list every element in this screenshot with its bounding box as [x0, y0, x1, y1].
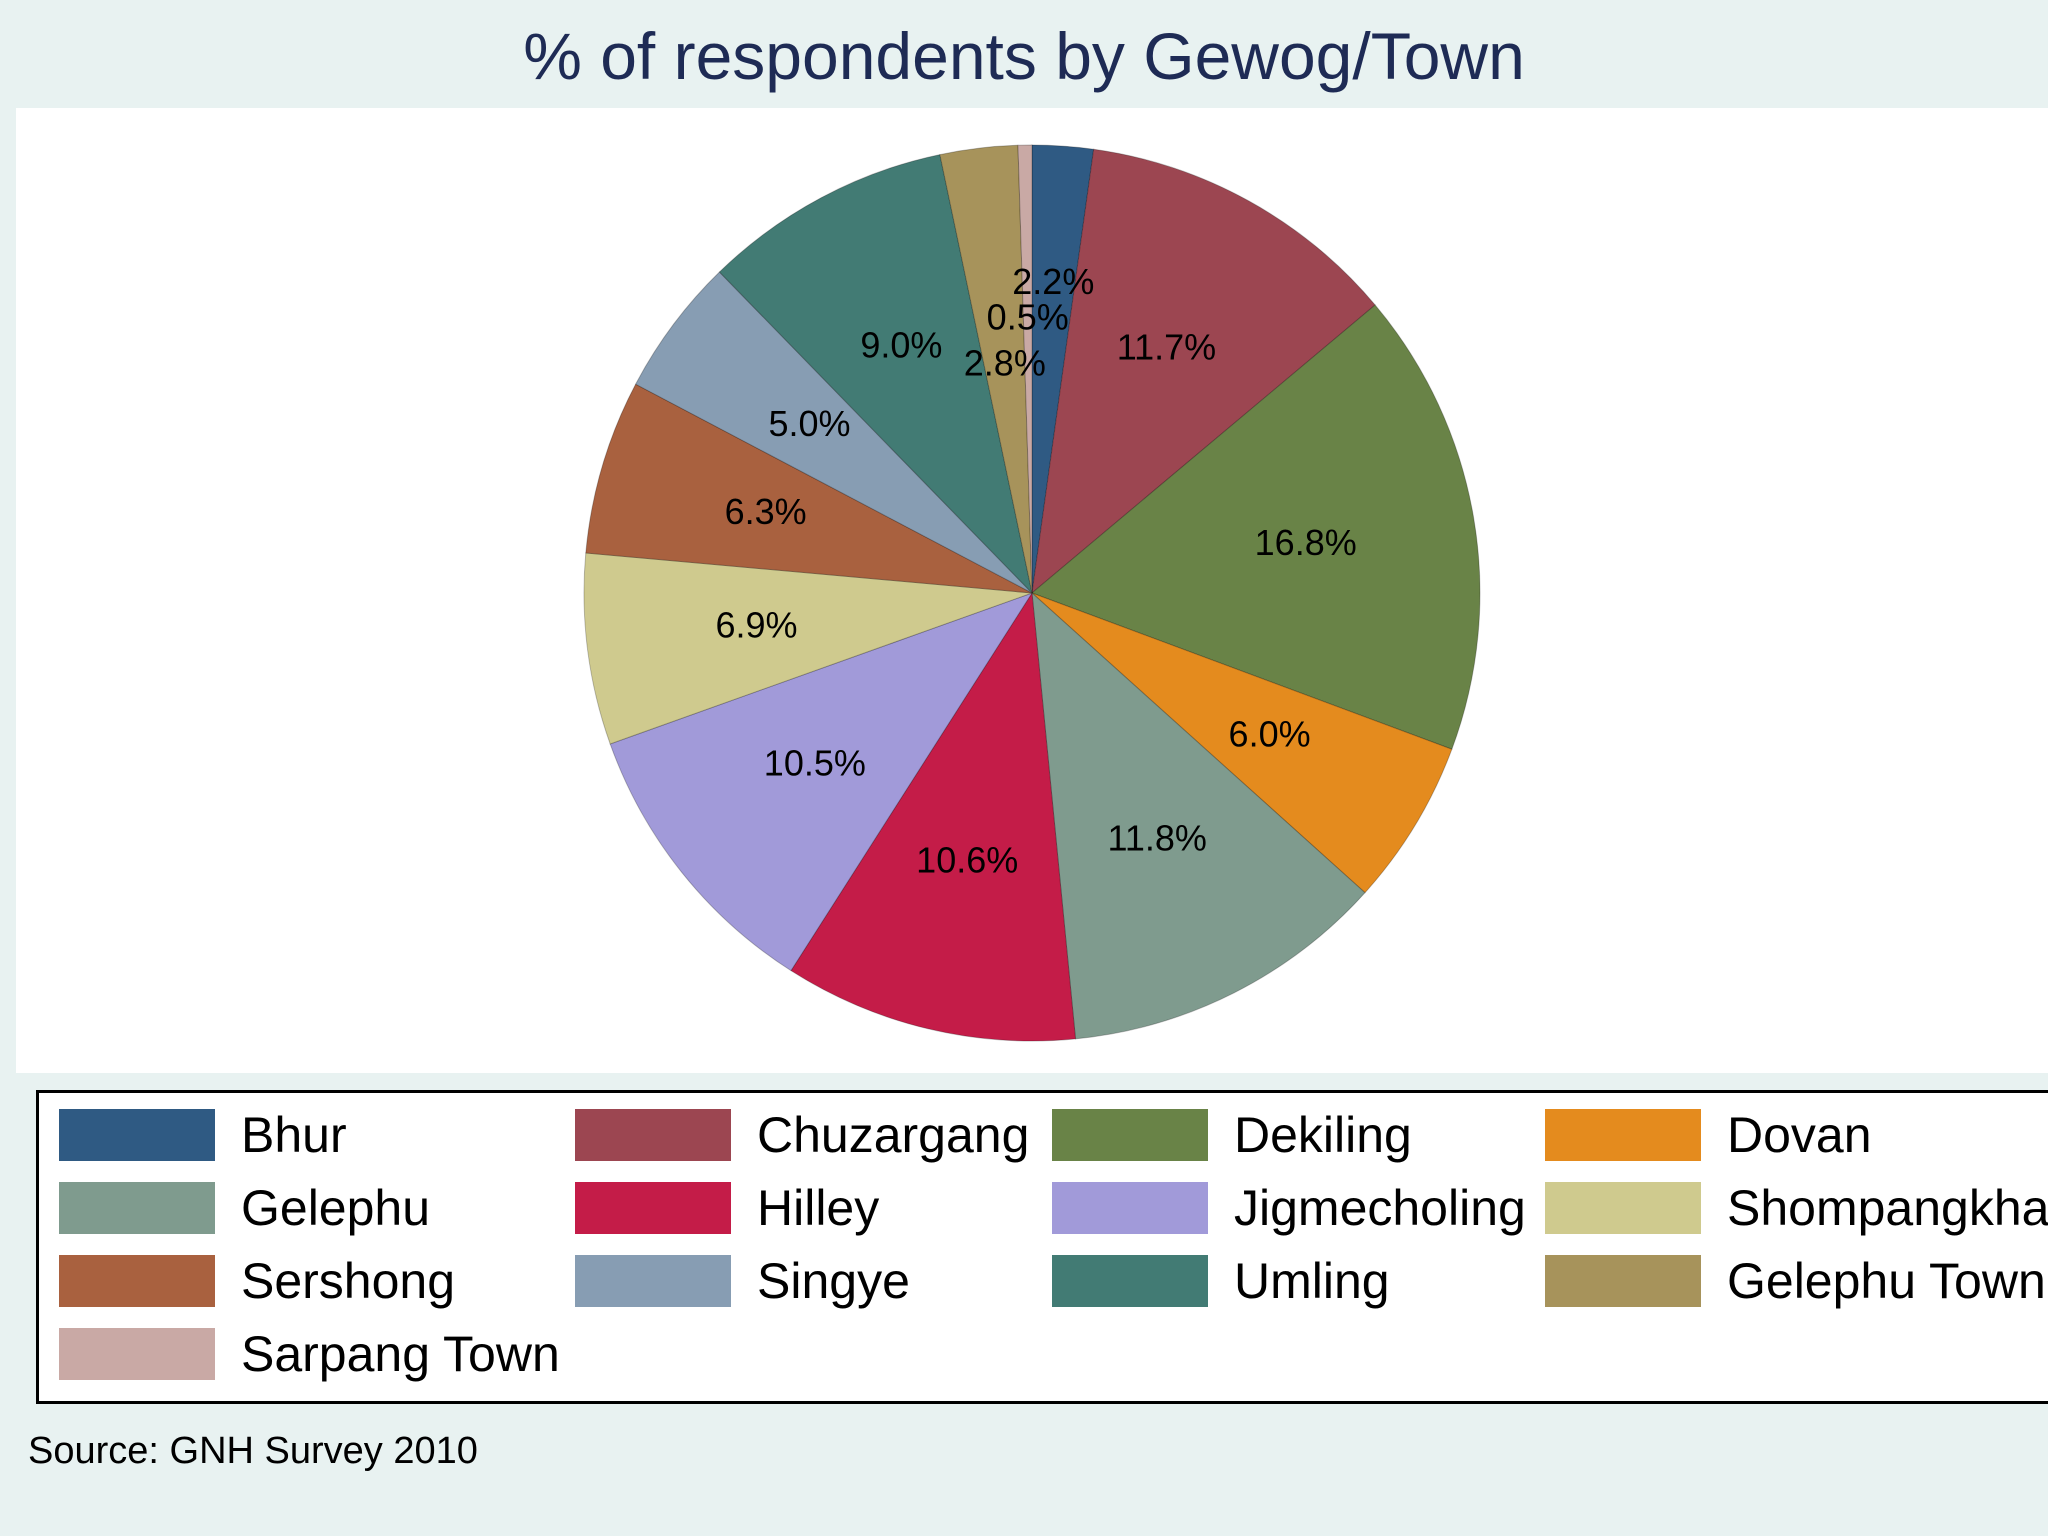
pie-slice-hilley — [790, 591, 1077, 1042]
slice-label-singye: 5.0% — [768, 403, 850, 444]
legend-label: Jigmecholing — [1234, 1180, 1526, 1236]
legend-label: Hilley — [757, 1180, 880, 1236]
legend-label: Gelephu Town — [1727, 1253, 2046, 1309]
legend-swatch — [1545, 1255, 1701, 1307]
chart-title: % of respondents by Gewog/Town — [523, 19, 1525, 93]
legend-item-hilley: Hilley — [575, 1180, 879, 1236]
pie-chart: 2.2% 11.7% 16.8% 6.0% 11.8% 10.6% 10.5% 6.9% 6.3… — [583, 144, 1481, 1042]
legend-item-gelephu-town: Gelephu Town — [1545, 1253, 2046, 1309]
legend-swatch — [1052, 1109, 1208, 1161]
slice-label-shompangkha: 6.9% — [715, 605, 797, 646]
slice-label-hilley: 10.6% — [916, 840, 1018, 881]
slice-label-umling: 9.0% — [860, 324, 942, 365]
legend-label: Shompangkha — [1727, 1180, 2048, 1236]
slice-label-bhur: 2.2% — [1012, 261, 1094, 302]
legend-swatch — [1052, 1255, 1208, 1307]
legend-swatch — [1052, 1182, 1208, 1234]
legend-swatch — [59, 1255, 215, 1307]
legend-label: Sarpang Town — [241, 1326, 560, 1382]
slice-label-gelephu-town: 2.8% — [964, 343, 1046, 384]
pie-slice-shompangkha — [583, 552, 1033, 745]
slice-label-chuzargang: 11.7% — [1117, 326, 1216, 367]
legend-swatch — [1545, 1182, 1701, 1234]
pie-slice-sarpang-town — [1017, 144, 1033, 594]
legend-label: Sershong — [241, 1253, 456, 1309]
legend-item-chuzargang: Chuzargang — [575, 1107, 1029, 1163]
slice-label-sarpang-town: 0.5% — [987, 296, 1069, 337]
legend-label: Chuzargang — [757, 1107, 1030, 1163]
legend-item-dekiling: Dekiling — [1052, 1107, 1412, 1163]
pie-slice-jigmecholing — [609, 592, 1034, 972]
pie-slice-singye — [634, 271, 1033, 594]
legend-label: Bhur — [241, 1107, 347, 1163]
source-note: Source: GNH Survey 2010 — [28, 1430, 478, 1472]
legend-swatch — [575, 1109, 731, 1161]
legend-swatch — [59, 1328, 215, 1380]
slice-label-dovan: 6.0% — [1229, 713, 1311, 754]
plot-region: 2.2% 11.7% 16.8% 6.0% 11.8% 10.6% 10.5% 6.9% 6.3… — [16, 108, 2048, 1073]
legend-item-dovan: Dovan — [1545, 1107, 1872, 1163]
pie-slice-sershong — [585, 383, 1033, 594]
pie-slice-dovan — [1031, 592, 1453, 894]
legend-label: Singye — [757, 1253, 910, 1309]
legend-item-shompangkha: Shompangkha — [1545, 1180, 2048, 1236]
legend-swatch — [575, 1182, 731, 1234]
legend-item-sarpang-town: Sarpang Town — [59, 1326, 560, 1382]
slice-label-jigmecholing: 10.5% — [764, 743, 866, 784]
pie-slice-dekiling — [1031, 304, 1481, 750]
pie-slice-gelephu — [1031, 591, 1366, 1040]
legend-swatch — [59, 1182, 215, 1234]
legend-label: Dovan — [1727, 1107, 1872, 1163]
legend-item-bhur: Bhur — [59, 1107, 347, 1163]
legend-swatch — [1545, 1109, 1701, 1161]
legend-item-sershong: Sershong — [59, 1253, 455, 1309]
legend-label: Dekiling — [1234, 1107, 1412, 1163]
pie-slice-bhur — [1031, 144, 1095, 594]
legend-item-singye: Singye — [575, 1253, 910, 1309]
slice-label-gelephu: 11.8% — [1108, 817, 1207, 858]
legend-swatch — [59, 1109, 215, 1161]
pie-slice-chuzargang — [1031, 148, 1376, 595]
legend-item-jigmecholing: Jigmecholing — [1052, 1180, 1526, 1236]
slice-label-sershong: 6.3% — [725, 491, 807, 532]
slice-label-dekiling: 16.8% — [1255, 522, 1357, 563]
legend-label: Umling — [1234, 1253, 1390, 1309]
pie-slice-umling — [718, 153, 1033, 595]
legend-label: Gelephu — [241, 1180, 431, 1236]
pie-slice-gelephu-town — [939, 144, 1033, 594]
legend-item-gelephu: Gelephu — [59, 1180, 430, 1236]
legend-swatch — [575, 1255, 731, 1307]
legend: Bhur Chuzargang Dekiling Dovan Gelephu Hilley… — [36, 1090, 2048, 1404]
legend-item-umling: Umling — [1052, 1253, 1390, 1309]
